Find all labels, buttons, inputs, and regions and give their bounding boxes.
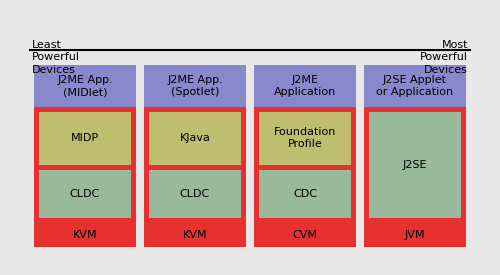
Bar [39, 112, 131, 164]
Text: Least
Powerful
Devices: Least Powerful Devices [32, 40, 80, 75]
Text: J2SE: J2SE [403, 160, 427, 170]
Text: J2ME App.
(Spotlet): J2ME App. (Spotlet) [167, 75, 223, 97]
Bar [254, 65, 356, 247]
Bar [149, 169, 241, 218]
Bar [34, 65, 136, 247]
Bar [259, 169, 351, 218]
Text: KVM: KVM [73, 230, 97, 240]
Bar [39, 169, 131, 218]
Text: JVM: JVM [405, 230, 425, 240]
Text: J2ME App.
(MIDlet): J2ME App. (MIDlet) [57, 75, 113, 97]
Bar [369, 112, 461, 218]
Text: Most
Powerful
Devices: Most Powerful Devices [420, 40, 468, 75]
Bar [364, 65, 466, 107]
Text: J2SE Applet
or Application: J2SE Applet or Application [376, 75, 454, 97]
Bar [259, 112, 351, 164]
Bar [34, 65, 136, 107]
Bar [144, 65, 246, 247]
Text: KJava: KJava [180, 133, 210, 143]
Bar [254, 65, 356, 107]
Text: Foundation
Profile: Foundation Profile [274, 127, 336, 149]
Text: J2ME
Application: J2ME Application [274, 75, 336, 97]
Bar [149, 112, 241, 164]
Bar [364, 65, 466, 247]
Text: CLDC: CLDC [70, 189, 100, 199]
Text: KVM: KVM [183, 230, 208, 240]
Text: CDC: CDC [293, 189, 317, 199]
Text: MIDP: MIDP [71, 133, 99, 143]
Text: CVM: CVM [292, 230, 318, 240]
Bar [144, 65, 246, 107]
Text: CLDC: CLDC [180, 189, 210, 199]
